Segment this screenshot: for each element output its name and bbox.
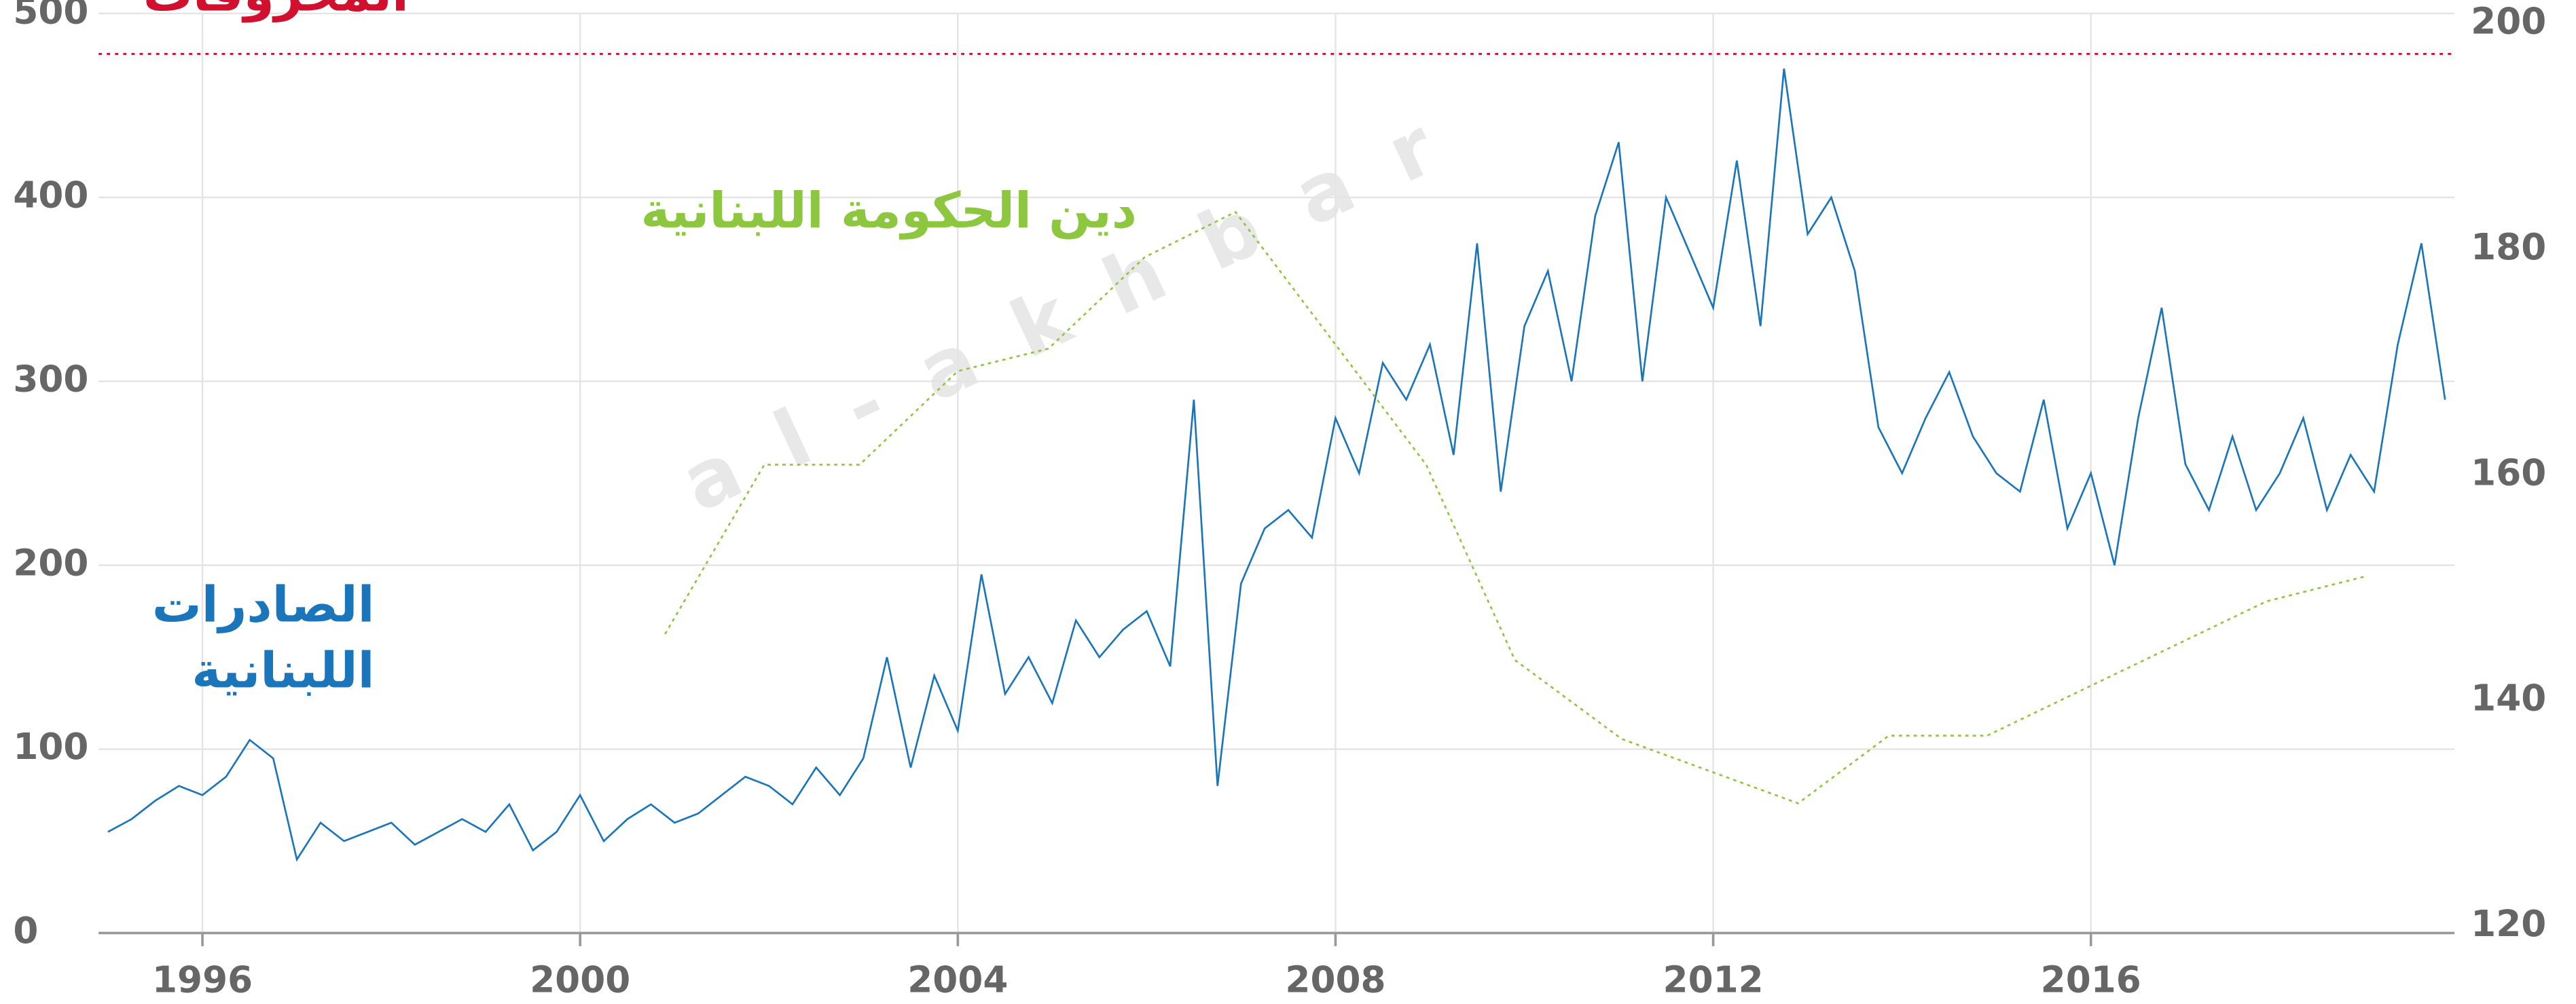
series-line xyxy=(665,212,2365,803)
y2-tick-label: 140 xyxy=(2471,677,2546,720)
x-tick-label: 2004 xyxy=(907,959,1008,1001)
page: al-akhbar 0 100 200 300 400 500 120 140 160 180 200… xyxy=(0,0,2576,1004)
y2-tick-label: 120 xyxy=(2471,903,2546,945)
x-tick-label: 2012 xyxy=(1663,959,1764,1001)
reference-label: المحروقات xyxy=(143,0,409,23)
x-tick-label: 2016 xyxy=(2041,959,2141,1001)
y-tick-label: 200 xyxy=(13,542,88,584)
y2-tick-label: 180 xyxy=(2471,226,2546,268)
y-tick-label: 0 xyxy=(13,910,38,952)
chart: al-akhbar 0 100 200 300 400 500 120 140 160 180 200… xyxy=(0,0,2576,1004)
series-label: الصادرات xyxy=(152,577,375,634)
y-tick-label: 100 xyxy=(13,726,88,768)
y2-tick-label: 160 xyxy=(2471,451,2546,494)
x-tick-label: 2008 xyxy=(1285,959,1385,1001)
series-label: دين الحكومة اللبنانية xyxy=(640,183,1136,240)
series-label: اللبنانية xyxy=(192,642,374,699)
x-tick-label: 1996 xyxy=(152,959,253,1001)
y2-tick-label: 200 xyxy=(2471,0,2546,42)
watermark: al-akhbar xyxy=(668,81,1493,530)
y-tick-label: 400 xyxy=(13,174,88,216)
x-tick-label: 2000 xyxy=(530,959,630,1001)
y-tick-label: 500 xyxy=(13,0,88,33)
y-tick-label: 300 xyxy=(13,358,88,400)
